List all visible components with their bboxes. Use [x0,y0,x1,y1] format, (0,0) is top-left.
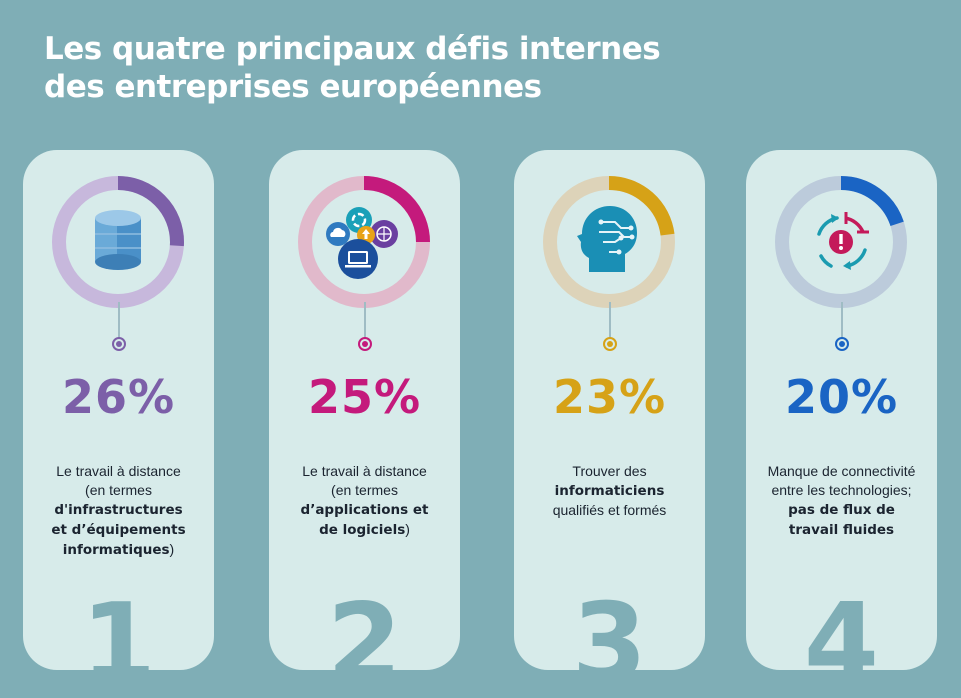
progress-ring-4 [775,176,907,308]
challenge-card-2: 25% Le travail à distance (en termes d’a… [269,150,460,670]
ai-head-icon [577,206,637,272]
challenge-description: Le travail à distance (en termes d’appli… [300,463,429,538]
title-line-2: des entreprises européennes [44,69,542,105]
progress-ring-2 [298,176,430,308]
rank-number: 2 [326,581,403,671]
percent-value: 25% [307,370,422,424]
progress-ring-1 [52,176,184,308]
connector-dot [358,337,372,351]
rank-number: 1 [80,581,157,671]
percent-value: 20% [784,370,899,424]
page-title: Les quatre principaux défis internes des… [44,30,661,106]
progress-ring-3 [543,176,675,308]
percent-value: 23% [552,370,667,424]
database-cylinder-icon [95,210,141,270]
rank-number: 3 [571,581,648,671]
connector-line [609,302,611,338]
connector-line [364,302,366,338]
title-line-1: Les quatre principaux défis internes [44,31,661,67]
connector-dot [112,337,126,351]
challenge-description: Le travail à distance (en termes d'infra… [51,463,186,558]
challenge-card-1: 26% Le travail à distance (en termes d'i… [23,150,214,670]
challenge-card-3: 23% Trouver des informaticiens qualifiés… [514,150,705,670]
percent-value: 26% [61,370,176,424]
challenge-description: Trouver des informaticiens qualifiés et … [552,463,667,518]
rank-number: 4 [803,581,880,671]
challenge-description: Manque de connectivité entre les technol… [767,463,916,538]
workflow-alert-icon [817,212,869,270]
connector-line [118,302,120,338]
apps-cluster-icon [326,207,398,279]
connector-dot [835,337,849,351]
connector-line [841,302,843,338]
connector-dot [603,337,617,351]
challenge-card-4: 20% Manque de connectivité entre les tec… [746,150,937,670]
